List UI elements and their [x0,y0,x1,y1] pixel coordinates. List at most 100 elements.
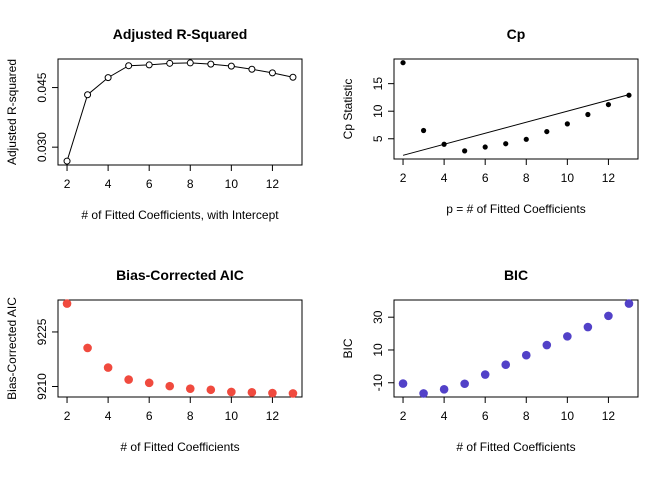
x-tick-label: 4 [105,409,112,423]
y-tick-label: 10 [371,104,385,118]
x-axis-label: # of Fitted Coefficients [120,440,239,454]
y-axis-label: Bias-Corrected AIC [5,297,19,400]
y-tick-label: 30 [371,310,385,324]
y-tick-label: 10 [371,343,385,357]
data-point [441,141,447,147]
data-point [564,121,570,127]
x-tick-label: 8 [187,409,194,423]
chart-panel-1: Adjusted R-Squared 2 4 6 8 10 12 0.030 0.045 # of… [5,26,303,222]
data-point [482,144,488,150]
data-point [227,387,236,397]
y-axis-label: BIC [341,338,355,358]
x-tick-label: 8 [523,409,530,423]
data-point [63,157,71,165]
y-tick-label: 9210 [35,373,49,400]
data-point [605,101,612,108]
data-point [145,61,153,69]
data-point [103,363,113,372]
data-point [585,111,591,118]
data-point [544,128,550,135]
y-axis-label: Adjusted R-squared [5,59,19,165]
y-tick-label: 0.045 [35,72,49,102]
data-point [84,91,92,99]
x-tick-label: 10 [225,409,239,423]
x-tick-label: 12 [602,171,616,185]
data-point [420,127,427,134]
x-tick-label: 10 [225,177,239,191]
x-tick-label: 6 [482,409,489,423]
data-point [62,299,72,308]
data-point [104,74,112,82]
data-point [144,378,154,388]
x-axis-label: # of Fitted Coefficients [456,440,575,454]
x-tick-label: 8 [187,177,194,191]
x-tick-label: 12 [266,177,280,191]
x-tick-label: 10 [561,409,575,423]
data-point [398,379,408,388]
data-point [125,62,133,70]
data-point [268,388,277,398]
x-tick-label: 6 [482,171,489,185]
x-tick-label: 2 [64,177,71,191]
x-tick-label: 4 [441,409,448,423]
chart-title: BIC [504,267,528,283]
chart-panel-2: Cp 2 4 6 8 10 12 5 10 15 p = # of Fitted Coefficie… [341,26,639,216]
data-point [542,340,552,350]
data-point [206,385,216,395]
data-point [165,381,175,391]
data-point [521,350,531,360]
y-axis-label: Cp Statistic [341,79,355,140]
data-point [288,389,298,398]
data-point [503,141,509,147]
reference-line [402,94,630,156]
chart-title: Adjusted R-Squared [113,26,248,42]
chart-panel-4: BIC 2 4 6 8 10 12 -10 10 30 # of Fitted Coefficien… [341,267,639,454]
y-tick-label: 0.030 [35,132,49,162]
data-point [207,60,215,68]
data-point [462,148,468,154]
data-layer [402,94,630,156]
x-tick-label: 12 [602,409,616,423]
data-point [460,379,469,389]
data-point [583,322,593,332]
y-tick-label: -10 [371,374,385,392]
data-point [419,389,428,398]
data-point [248,65,256,73]
x-axis-label: p = # of Fitted Coefficients [446,202,586,216]
data-layer [66,62,294,162]
x-tick-label: 6 [146,409,153,423]
x-tick-label: 4 [441,171,448,185]
x-tick-label: 2 [400,409,407,423]
chart-title: Cp [507,26,526,42]
data-point [166,59,174,67]
plot-frame [393,58,639,160]
y-tick-label: 5 [371,135,385,142]
data-point [439,385,449,394]
series-line [66,62,294,162]
data-point [501,360,511,370]
data-point [624,299,634,308]
x-axis-label: # of Fitted Coefficients, with Intercept [81,208,279,222]
data-point [227,62,235,70]
data-point [523,136,529,142]
data-point [604,311,613,321]
x-tick-label: 8 [523,171,530,185]
x-tick-label: 6 [146,177,153,191]
data-point [626,92,632,98]
x-tick-label: 10 [561,171,575,185]
plot-frame [393,299,639,398]
y-tick-label: 15 [371,77,385,91]
x-tick-label: 2 [400,171,407,185]
data-point [185,384,195,393]
data-point [247,388,257,397]
data-point [186,59,194,67]
data-point [268,69,276,77]
data-point [480,370,490,379]
data-point [289,73,297,81]
plot-frame [57,299,303,398]
y-tick-label: 9225 [35,318,49,345]
chart-title: Bias-Corrected AIC [116,267,244,283]
data-point [563,332,572,341]
data-point [124,375,133,384]
